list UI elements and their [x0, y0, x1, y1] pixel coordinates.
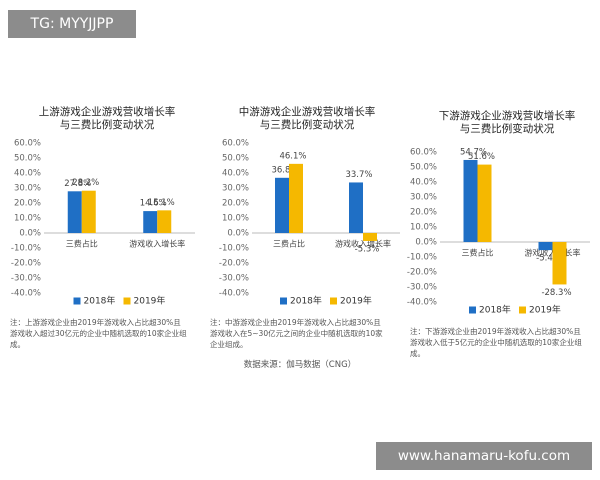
bar — [349, 182, 363, 233]
bar — [143, 211, 158, 233]
legend-swatch — [330, 297, 337, 305]
y-tick-label: 50.0% — [14, 154, 41, 164]
legend-swatch — [280, 297, 287, 305]
x-tick-label: 游戏收入增长率 — [129, 239, 185, 249]
data-label: -5.3% — [355, 244, 380, 254]
y-tick-label: 0.0% — [227, 229, 249, 239]
legend-swatch — [519, 306, 526, 314]
y-tick-label: 10.0% — [222, 214, 249, 224]
y-tick-label: -10.0% — [219, 244, 249, 254]
y-tick-label: -10.0% — [407, 253, 437, 263]
y-tick-label: 50.0% — [410, 163, 437, 173]
data-label: 46.1% — [279, 151, 306, 161]
y-tick-label: 10.0% — [14, 214, 41, 224]
legend-label: 2019年 — [134, 295, 166, 307]
y-tick-label: 0.0% — [415, 238, 437, 248]
y-tick-label: -20.0% — [219, 259, 249, 269]
y-tick-label: -40.0% — [219, 289, 249, 299]
chart-title: 与三费比例变动状况 — [59, 119, 155, 131]
chart-note: 注：上游游戏企业由2019年游戏收入占比超30%且游戏收入超过30亿元的企业中随… — [10, 318, 187, 349]
bar — [538, 242, 553, 251]
y-tick-label: 40.0% — [222, 169, 249, 179]
chart-title: 中游游戏企业游戏营收增长率 — [238, 106, 376, 118]
source: 数据来源：伽马数据（CNG） — [243, 360, 357, 370]
y-tick-label: -40.0% — [11, 289, 41, 299]
chart-title: 与三费比例变动状况 — [459, 123, 555, 135]
legend-label: 2018年 — [290, 295, 322, 307]
data-label: 27.8% — [64, 179, 91, 189]
y-tick-label: -30.0% — [407, 283, 437, 293]
bar — [289, 163, 303, 233]
data-label: 14.6% — [140, 199, 167, 209]
bar — [552, 242, 567, 285]
data-label: 54.7% — [460, 147, 487, 157]
chart-note: 注：下游游戏企业由2019年游戏收入占比超30%且游戏收入低于5亿元的企业中随机… — [410, 327, 582, 358]
y-tick-label: 10.0% — [410, 223, 437, 233]
y-tick-label: 30.0% — [410, 193, 437, 203]
chart-title: 上游游戏企业游戏营收增长率 — [38, 106, 176, 118]
data-label: 36.8% — [271, 165, 298, 175]
bar — [363, 233, 377, 241]
y-tick-label: 20.0% — [222, 199, 249, 209]
y-tick-label: 20.0% — [14, 199, 41, 209]
x-tick-label: 三费占比 — [66, 239, 98, 249]
data-label: 33.7% — [345, 170, 372, 180]
site-label: www.hanamaru-kofu.com — [376, 442, 592, 470]
legend-swatch — [469, 306, 476, 314]
y-tick-label: -40.0% — [407, 298, 437, 308]
y-tick-label: 60.0% — [410, 148, 437, 158]
y-tick-label: 30.0% — [222, 184, 249, 194]
y-tick-label: 30.0% — [14, 184, 41, 194]
bar — [157, 210, 172, 233]
y-tick-label: -30.0% — [11, 274, 41, 284]
data-label: -5.4% — [536, 254, 561, 264]
chart-title: 下游游戏企业游戏营收增长率 — [438, 110, 576, 122]
data-label: 28.2% — [72, 178, 99, 188]
chart-title: 与三费比例变动状况 — [259, 119, 355, 131]
y-tick-label: 20.0% — [410, 208, 437, 218]
y-tick-label: -30.0% — [219, 274, 249, 284]
x-tick-label: 三费占比 — [462, 248, 494, 258]
legend-swatch — [73, 297, 81, 305]
chart-note: 注：中游游戏企业由2019年游戏收入占比超30%且游戏收入在5~30亿元之间的企… — [210, 318, 383, 349]
x-tick-label: 三费占比 — [273, 239, 305, 249]
legend-label: 2019年 — [529, 304, 561, 316]
bar — [463, 159, 478, 242]
bar — [81, 190, 96, 233]
data-label: 15.1% — [148, 198, 175, 208]
legend-swatch — [123, 297, 131, 305]
data-label: -28.3% — [541, 288, 571, 298]
y-tick-label: -20.0% — [407, 268, 437, 278]
legend-label: 2018年 — [479, 304, 511, 316]
x-tick-label: 游戏收入增长率 — [335, 239, 391, 249]
y-tick-label: 40.0% — [14, 169, 41, 179]
y-tick-label: 40.0% — [410, 178, 437, 188]
y-tick-label: -10.0% — [11, 244, 41, 254]
legend-label: 2018年 — [84, 295, 116, 307]
y-tick-label: 0.0% — [19, 229, 41, 239]
data-label: 51.6% — [468, 152, 495, 162]
legend-label: 2019年 — [340, 295, 372, 307]
watermark: TG: MYYJJPP — [8, 10, 136, 38]
bar — [477, 164, 492, 242]
bar — [67, 191, 82, 233]
y-tick-label: 50.0% — [222, 154, 249, 164]
y-tick-label: 60.0% — [14, 139, 41, 149]
bar — [275, 177, 289, 233]
y-tick-label: -20.0% — [11, 259, 41, 269]
y-tick-label: 60.0% — [222, 139, 249, 149]
